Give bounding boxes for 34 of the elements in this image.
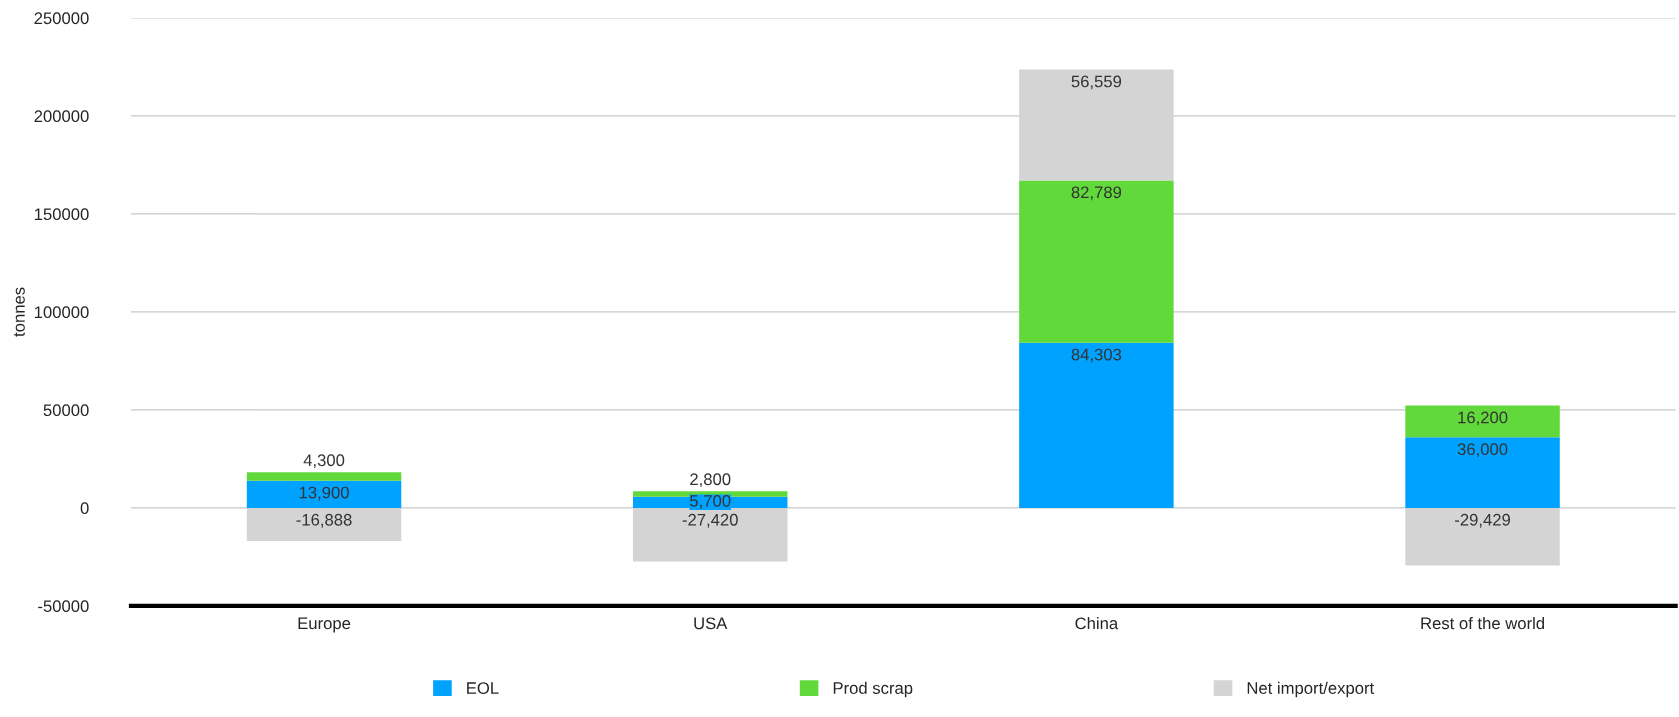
y-tick-label: 100000 (34, 306, 89, 319)
bar (246, 472, 402, 481)
y-axis-title: tonnes (13, 287, 25, 337)
x-tick-label: China (1075, 616, 1119, 630)
data-label: 82,789 (1071, 186, 1122, 201)
data-label: 13,900 (299, 486, 349, 501)
data-label: 84,303 (1071, 348, 1122, 363)
y-tick-label: 50000 (43, 404, 89, 417)
data-label: 4,300 (303, 454, 345, 469)
y-tick-label: 200000 (34, 110, 89, 123)
y-tick-label: 0 (80, 502, 89, 515)
bar (1405, 437, 1560, 508)
data-label: 56,559 (1071, 75, 1122, 90)
legend-label: Net import/export (1247, 681, 1375, 698)
legend-label: Prod scrap (833, 681, 913, 698)
data-label: 36,000 (1457, 443, 1508, 458)
data-label: 2,800 (690, 473, 731, 488)
x-tick-label: Europe (298, 617, 351, 633)
y-tick-label: -50000 (38, 600, 89, 613)
data-label: -27,420 (682, 513, 738, 528)
legend-label: EOL (467, 682, 499, 694)
bar (1405, 405, 1560, 438)
x-tick-label: USA (694, 617, 728, 630)
data-label: 16,200 (1458, 411, 1508, 426)
bar (1019, 180, 1174, 343)
data-label: -16,888 (296, 513, 352, 528)
bar (632, 491, 788, 497)
x-tick-label: Rest of the world (1421, 616, 1545, 630)
data-label: 5,700 (690, 494, 731, 509)
data-label: -29,429 (1455, 513, 1511, 528)
y-tick-label: 150000 (34, 208, 89, 221)
bar (1019, 342, 1174, 508)
y-tick-label: 250000 (34, 12, 89, 25)
bar (246, 480, 402, 508)
